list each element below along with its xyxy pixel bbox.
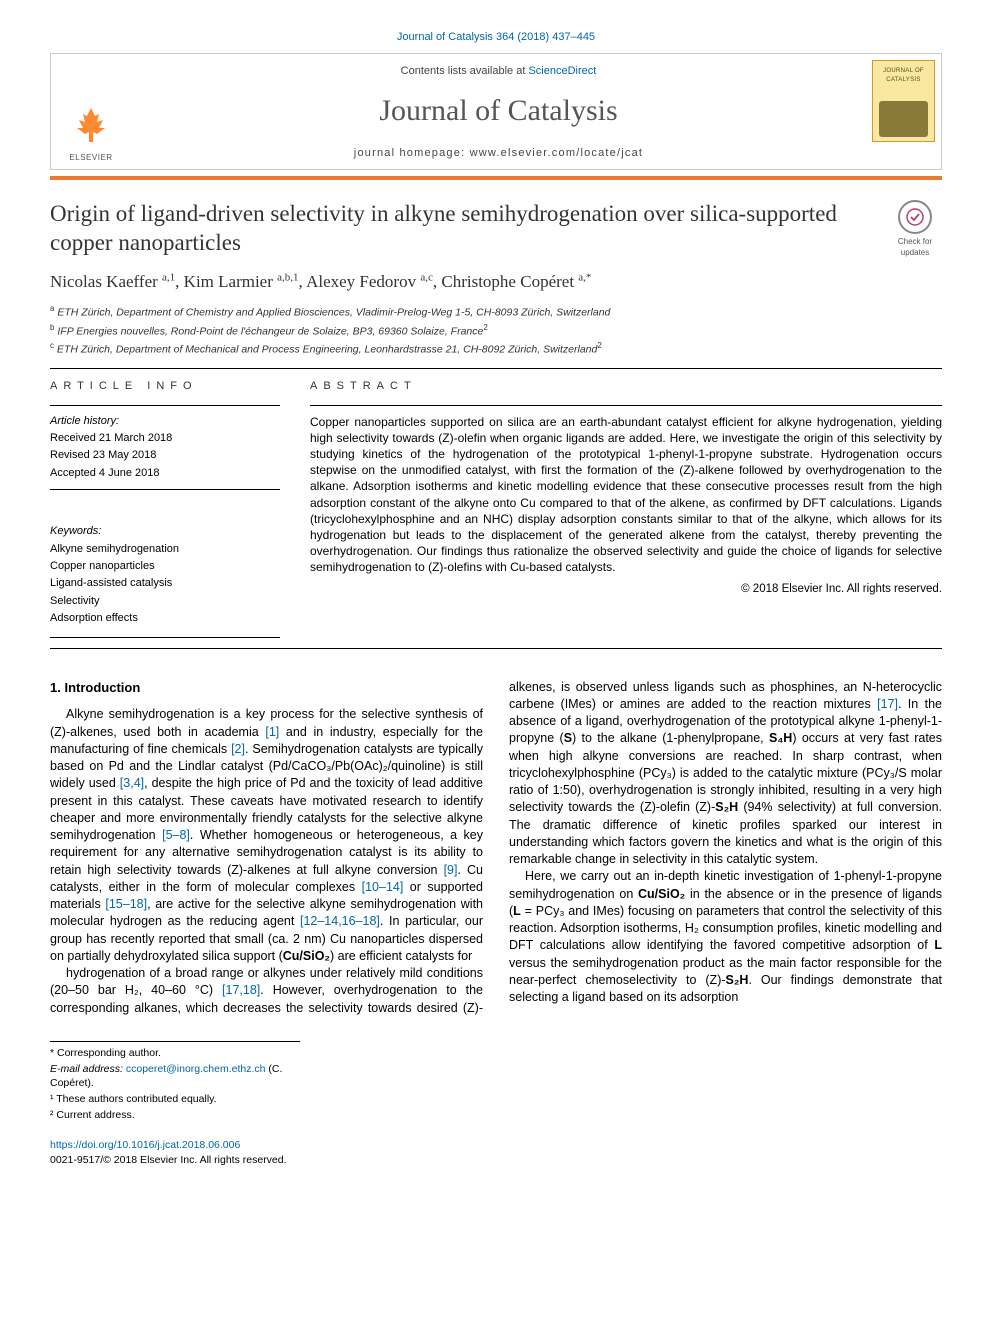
equal-contribution-note: ¹ These authors contributed equally. bbox=[50, 1092, 300, 1107]
intro-para-1: Alkyne semihydrogenation is a key proces… bbox=[50, 706, 483, 965]
corresponding-email[interactable]: ccoperet@inorg.chem.ethz.ch bbox=[126, 1063, 266, 1075]
journal-homepage-line: journal homepage: www.elsevier.com/locat… bbox=[131, 146, 866, 161]
email-label: E-mail address: bbox=[50, 1063, 126, 1075]
journal-cover-block: JOURNAL OF CATALYSIS bbox=[866, 54, 941, 169]
intro-para-3: Here, we carry out an in-depth kinetic i… bbox=[509, 868, 942, 1006]
homepage-prefix: journal homepage: bbox=[354, 147, 470, 159]
info-rule-1 bbox=[50, 405, 280, 406]
doi-link[interactable]: https://doi.org/10.1016/j.jcat.2018.06.0… bbox=[50, 1138, 942, 1153]
abstract-text: Copper nanoparticles supported on silica… bbox=[310, 414, 942, 576]
footnotes-block: * Corresponding author. E-mail address: … bbox=[50, 1041, 300, 1122]
publisher-logo-block: ELSEVIER bbox=[51, 54, 131, 169]
affiliations-block: a ETH Zürich, Department of Chemistry an… bbox=[50, 303, 942, 358]
revised-date: Revised 23 May 2018 bbox=[50, 448, 280, 463]
divider-bottom bbox=[50, 648, 942, 649]
abstract-column: ABSTRACT Copper nanoparticles supported … bbox=[310, 379, 942, 628]
sciencedirect-link[interactable]: ScienceDirect bbox=[528, 65, 596, 77]
check-for-updates-badge[interactable]: Check for updates bbox=[888, 200, 942, 258]
accent-bar bbox=[50, 176, 942, 180]
article-info-heading: ARTICLE INFO bbox=[50, 379, 280, 394]
abstract-heading: ABSTRACT bbox=[310, 379, 942, 394]
elsevier-tree-icon bbox=[69, 106, 112, 152]
elsevier-logo-icon: ELSEVIER bbox=[69, 106, 112, 163]
info-bottom-rule bbox=[50, 637, 280, 638]
keyword-1: Copper nanoparticles bbox=[50, 559, 280, 574]
divider-top bbox=[50, 368, 942, 369]
authors-line: Nicolas Kaeffer a,1, Kim Larmier a,b,1, … bbox=[50, 270, 942, 294]
abstract-rule bbox=[310, 405, 942, 406]
affiliation-b: b IFP Energies nouvelles, Rond-Point de … bbox=[50, 322, 942, 340]
abstract-copyright: © 2018 Elsevier Inc. All rights reserved… bbox=[310, 581, 942, 597]
cover-text: JOURNAL OF CATALYSIS bbox=[873, 67, 934, 84]
publisher-name: ELSEVIER bbox=[69, 152, 112, 163]
contents-prefix: Contents lists available at bbox=[401, 65, 529, 77]
article-history-label: Article history: bbox=[50, 414, 280, 429]
section-1-heading: 1. Introduction bbox=[50, 679, 483, 697]
updates-label: Check for updates bbox=[898, 237, 932, 257]
top-citation: Journal of Catalysis 364 (2018) 437–445 bbox=[50, 30, 942, 45]
current-address-note: ² Current address. bbox=[50, 1108, 300, 1123]
body-columns: 1. Introduction Alkyne semihydrogenation… bbox=[50, 679, 942, 1017]
bottom-bar: https://doi.org/10.1016/j.jcat.2018.06.0… bbox=[50, 1138, 942, 1167]
keyword-2: Ligand-assisted catalysis bbox=[50, 576, 280, 591]
article-info-column: ARTICLE INFO Article history: Received 2… bbox=[50, 379, 280, 628]
email-line: E-mail address: ccoperet@inorg.chem.ethz… bbox=[50, 1062, 300, 1091]
journal-header-box: ELSEVIER Contents lists available at Sci… bbox=[50, 53, 942, 170]
journal-title: Journal of Catalysis bbox=[131, 90, 866, 132]
keyword-3: Selectivity bbox=[50, 594, 280, 609]
keywords-label: Keywords: bbox=[50, 524, 280, 539]
affiliation-c: c ETH Zürich, Department of Mechanical a… bbox=[50, 340, 942, 358]
keyword-0: Alkyne semihydrogenation bbox=[50, 542, 280, 557]
homepage-url[interactable]: www.elsevier.com/locate/jcat bbox=[470, 147, 644, 159]
issn-copyright-line: 0021-9517/© 2018 Elsevier Inc. All right… bbox=[50, 1153, 942, 1168]
updates-icon bbox=[898, 200, 932, 234]
info-rule-2 bbox=[50, 489, 280, 490]
accepted-date: Accepted 4 June 2018 bbox=[50, 466, 280, 481]
contents-lists-line: Contents lists available at ScienceDirec… bbox=[131, 64, 866, 79]
corresponding-author-note: * Corresponding author. bbox=[50, 1046, 300, 1061]
keyword-4: Adsorption effects bbox=[50, 611, 280, 626]
journal-cover-thumbnail-icon: JOURNAL OF CATALYSIS bbox=[872, 60, 935, 142]
article-title: Origin of ligand-driven selectivity in a… bbox=[50, 200, 876, 258]
received-date: Received 21 March 2018 bbox=[50, 431, 280, 446]
affiliation-a: a ETH Zürich, Department of Chemistry an… bbox=[50, 303, 942, 321]
